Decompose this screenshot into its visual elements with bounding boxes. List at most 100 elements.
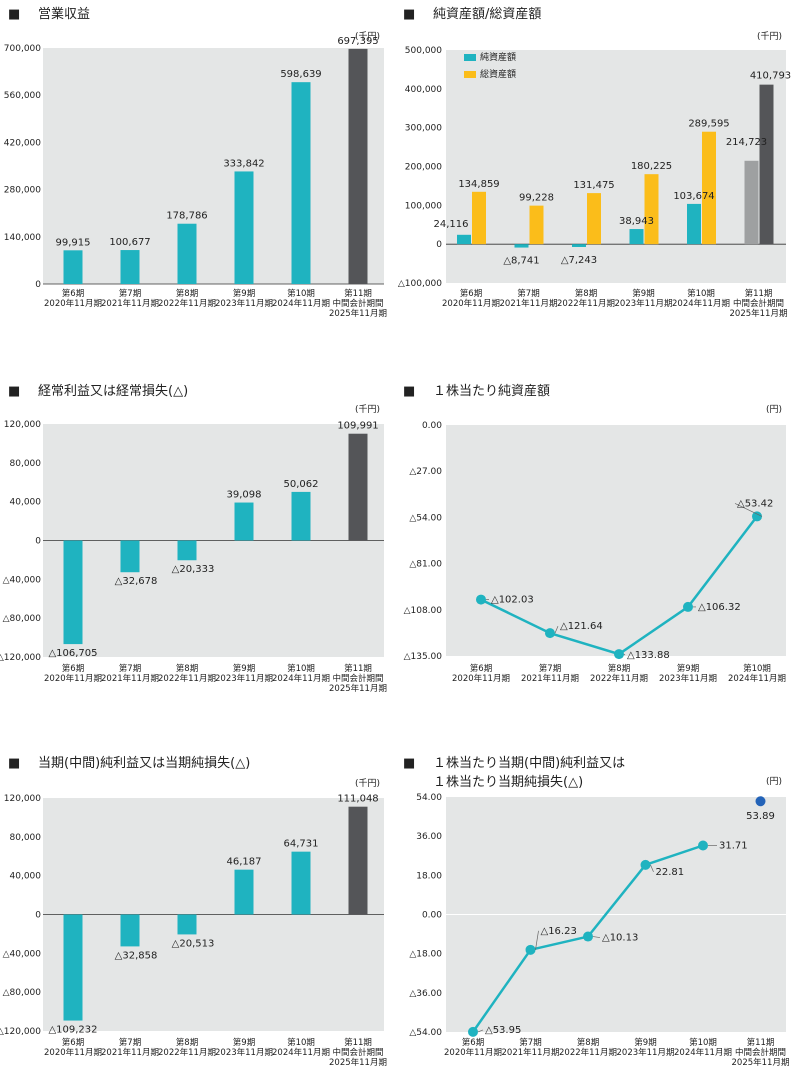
data-label: △53.95 [485, 1025, 521, 1036]
category-label: 第10期 [287, 1037, 315, 1048]
data-label: 50,062 [284, 479, 319, 490]
label-leader [623, 653, 626, 656]
bar-net-assets [744, 160, 759, 245]
category-label: 第11期 [344, 663, 372, 674]
bar [63, 250, 83, 284]
bar [291, 82, 311, 285]
category-label: 第7期 [119, 1037, 141, 1048]
y-tick-label: △18.00 [409, 950, 442, 960]
category-label: 第7期 [519, 1037, 541, 1048]
bar [234, 171, 254, 284]
label-leader [535, 930, 539, 950]
y-tick-label: △27.00 [409, 467, 442, 477]
legend-label: 総資産額 [480, 68, 516, 80]
chart-title: １株当たり純資産額 [433, 383, 550, 399]
title-marker: ■ [8, 384, 20, 399]
y-tick-label: △54.00 [409, 513, 442, 523]
category-label: 第9期 [634, 1037, 656, 1048]
data-label-net: 24,116 [434, 219, 469, 230]
y-tick-label: 0 [35, 537, 41, 547]
category-label: 第7期 [539, 663, 561, 674]
interim-label: 53.89 [746, 811, 775, 822]
bar [177, 223, 197, 284]
plot-area [446, 425, 786, 656]
category-label: 2023年11月期 [617, 1047, 675, 1058]
y-tick-label: △36.00 [409, 989, 442, 999]
category-label: 2022年11月期 [559, 1047, 617, 1058]
category-label: 第10期 [287, 288, 315, 299]
label-leader [477, 1029, 484, 1033]
y-tick-label: 0 [35, 911, 41, 921]
y-tick-label: 0 [35, 280, 41, 290]
category-label: 2023年11月期 [215, 298, 273, 309]
category-label: 第9期 [632, 288, 654, 299]
category-label: 2024年11月期 [272, 673, 330, 684]
y-tick-label: 560,000 [4, 91, 41, 101]
category-label: 第6期 [460, 288, 482, 299]
bar [234, 869, 254, 915]
category-label: 第6期 [62, 663, 84, 674]
category-label: 2020年11月期 [442, 298, 500, 309]
category-label: 第10期 [687, 288, 715, 299]
y-tick-label: △40,000 [3, 949, 42, 959]
unit-label: (円) [766, 776, 782, 787]
data-label: △32,858 [115, 950, 158, 961]
category-label: 2023年11月期 [215, 673, 273, 684]
category-label: 2023年11月期 [659, 673, 717, 684]
bar-total-assets [472, 191, 486, 245]
data-label: 22.81 [656, 867, 685, 878]
data-point [545, 628, 555, 639]
category-label: 第10期 [689, 1037, 717, 1048]
category-label: 第8期 [608, 663, 630, 674]
data-label: △32,678 [115, 576, 158, 587]
data-point [752, 511, 762, 522]
unit-label: (千円) [355, 778, 380, 789]
y-tick-label: 280,000 [4, 186, 41, 196]
category-label: 第10期 [287, 663, 315, 674]
category-label: 第6期 [62, 288, 84, 299]
category-label: 2024年11月期 [674, 1047, 732, 1058]
data-label: △106.32 [698, 602, 741, 613]
category-label: 第11期 [747, 1037, 775, 1048]
unit-label: (千円) [355, 404, 380, 415]
category-label: 第11期 [344, 1037, 372, 1048]
category-label: 第7期 [119, 288, 141, 299]
y-tick-label: 40,000 [10, 498, 42, 508]
data-label-net: 38,943 [619, 216, 654, 227]
y-tick-label: 80,000 [10, 833, 42, 843]
category-label: 第8期 [577, 1037, 599, 1048]
chart-title: 営業収益 [38, 6, 90, 22]
y-tick-label: 18.00 [416, 871, 442, 881]
category-label: 2020年11月期 [44, 298, 102, 309]
c6-chart: ■ １株当たり当期(中間)純利益又は １株当たり当期純損失(△) (円) △54.00 △… [403, 756, 789, 1068]
y-tick-label: △135.00 [404, 652, 443, 662]
category-label: 2024年11月期 [728, 673, 786, 684]
label-leader [592, 936, 601, 938]
category-label: 第10期 [743, 663, 771, 674]
y-tick-label: 100,000 [405, 201, 442, 211]
title-marker: ■ [8, 7, 20, 22]
bar-total-assets [644, 174, 659, 245]
bar-total-assets [702, 131, 716, 245]
category-label: 2025年11月期 [329, 1057, 387, 1068]
chart-title: 経常利益又は経常損失(△) [38, 384, 188, 399]
bar-net-assets [457, 234, 471, 245]
bar [120, 540, 140, 573]
category-label: 第8期 [176, 288, 198, 299]
category-label: 第9期 [233, 663, 255, 674]
y-tick-label: 36.00 [416, 832, 442, 842]
y-tick-label: 40,000 [10, 872, 42, 882]
category-label: 2025年11月期 [732, 1057, 790, 1068]
chart-title: １株当たり当期(中間)純利益又は [433, 756, 625, 771]
category-label: 第6期 [62, 1037, 84, 1048]
category-label: 第8期 [176, 663, 198, 674]
category-label: 2022年11月期 [557, 298, 615, 309]
category-label: 第7期 [517, 288, 539, 299]
interim-point [755, 796, 766, 807]
chart-title: 純資産額/総資産額 [433, 6, 541, 22]
data-label-total: 289,595 [688, 119, 729, 130]
legend-swatch [464, 71, 476, 78]
y-tick-label: 700,000 [4, 44, 41, 54]
y-tick-label: 140,000 [4, 233, 41, 243]
